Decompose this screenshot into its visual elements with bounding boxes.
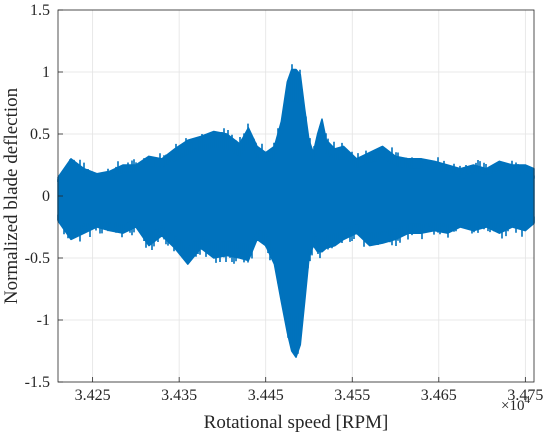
y-tick-label: 0 bbox=[42, 188, 50, 205]
y-tick-label: -1 bbox=[37, 312, 50, 329]
y-axis-title: Normalized blade deflection bbox=[1, 87, 22, 304]
x-tick-label: 3.475 bbox=[507, 387, 543, 404]
x-tick-label: 3.435 bbox=[161, 387, 197, 404]
x-tick-label: 3.445 bbox=[248, 387, 284, 404]
x-exponent-power: 4 bbox=[524, 394, 530, 406]
x-axis: 3.425 3.435 3.445 3.455 3.465 3.475 bbox=[75, 377, 543, 404]
y-axis: -1.5 -1 -0.5 0 0.5 1 1.5 bbox=[25, 2, 63, 391]
y-tick-label: 1 bbox=[42, 64, 50, 81]
y-tick-label: 0.5 bbox=[30, 126, 50, 143]
x-tick-label: 3.455 bbox=[334, 387, 370, 404]
y-tick-label: -1.5 bbox=[25, 374, 50, 391]
x-tick-label: 3.465 bbox=[421, 387, 457, 404]
x-exponent-base: ×10 bbox=[501, 398, 524, 414]
x-exponent-label: ×104 bbox=[501, 394, 530, 414]
x-axis-title: Rotational speed [RPM] bbox=[204, 412, 389, 433]
x-tick-label: 3.425 bbox=[75, 387, 111, 404]
y-tick-label: 1.5 bbox=[30, 2, 50, 19]
y-tick-label: -0.5 bbox=[25, 250, 50, 267]
